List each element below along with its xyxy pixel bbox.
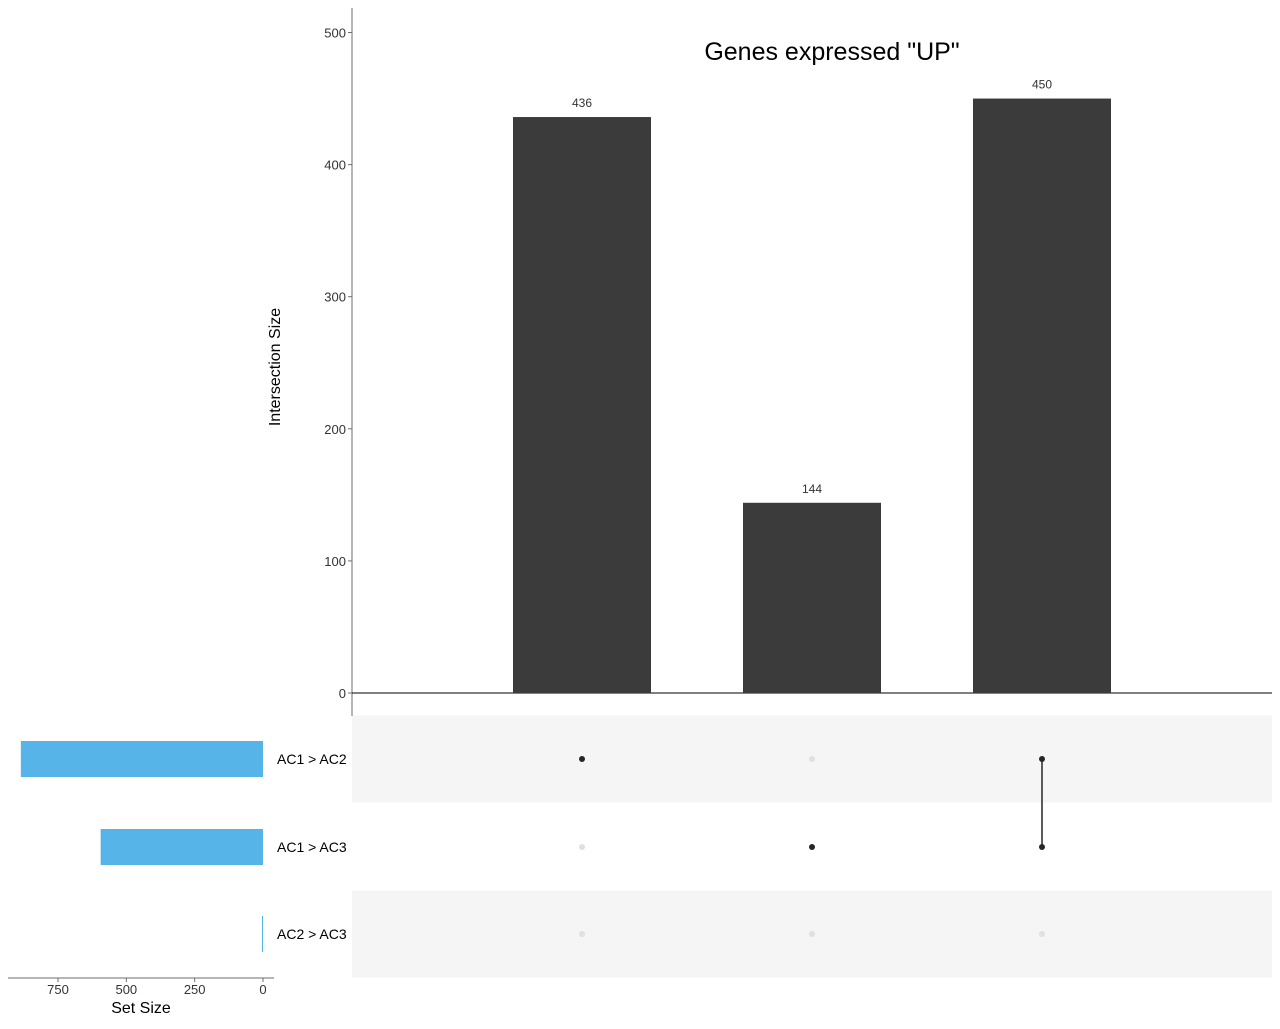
matrix-dot-active <box>1039 844 1045 850</box>
intersection-bar <box>973 98 1111 694</box>
y-tick-label: 300 <box>324 290 346 305</box>
set-name-label: AC1 > AC3 <box>277 839 347 855</box>
set-name-label: AC1 > AC2 <box>277 751 347 767</box>
set-size-bar <box>262 916 263 952</box>
y-tick-label: 500 <box>324 26 346 41</box>
bar-value-label: 450 <box>1032 78 1052 92</box>
matrix-dot-inactive <box>809 756 815 762</box>
y-tick-label: 100 <box>324 554 346 569</box>
matrix-dot-inactive <box>809 931 815 937</box>
set-size-tick-label: 750 <box>47 982 69 997</box>
y-axis-label: Intersection Size <box>267 308 284 426</box>
intersection-bar <box>743 502 881 693</box>
intersection-bar <box>513 117 651 693</box>
matrix-dot-inactive <box>579 931 585 937</box>
set-name-label: AC2 > AC3 <box>277 926 347 942</box>
matrix-dot-active <box>1039 756 1045 762</box>
set-size-tick-label: 250 <box>184 982 206 997</box>
y-tick-label: 0 <box>339 686 346 701</box>
chart-title: Genes expressed "UP" <box>704 38 959 66</box>
set-size-tick-label: 500 <box>115 982 137 997</box>
bar-value-label: 436 <box>572 96 592 110</box>
y-tick-label: 200 <box>324 422 346 437</box>
matrix-dot-inactive <box>579 844 585 850</box>
bar-value-label: 144 <box>802 482 822 496</box>
set-size-tick-label: 0 <box>259 982 266 997</box>
y-tick-label: 400 <box>324 158 346 173</box>
set-size-bar <box>100 829 263 865</box>
matrix-dot-active <box>579 756 585 762</box>
matrix-dot-active <box>809 844 815 850</box>
matrix-dot-inactive <box>1039 931 1045 937</box>
set-size-bar <box>20 741 264 777</box>
set-size-axis-label: Set Size <box>111 1000 171 1017</box>
